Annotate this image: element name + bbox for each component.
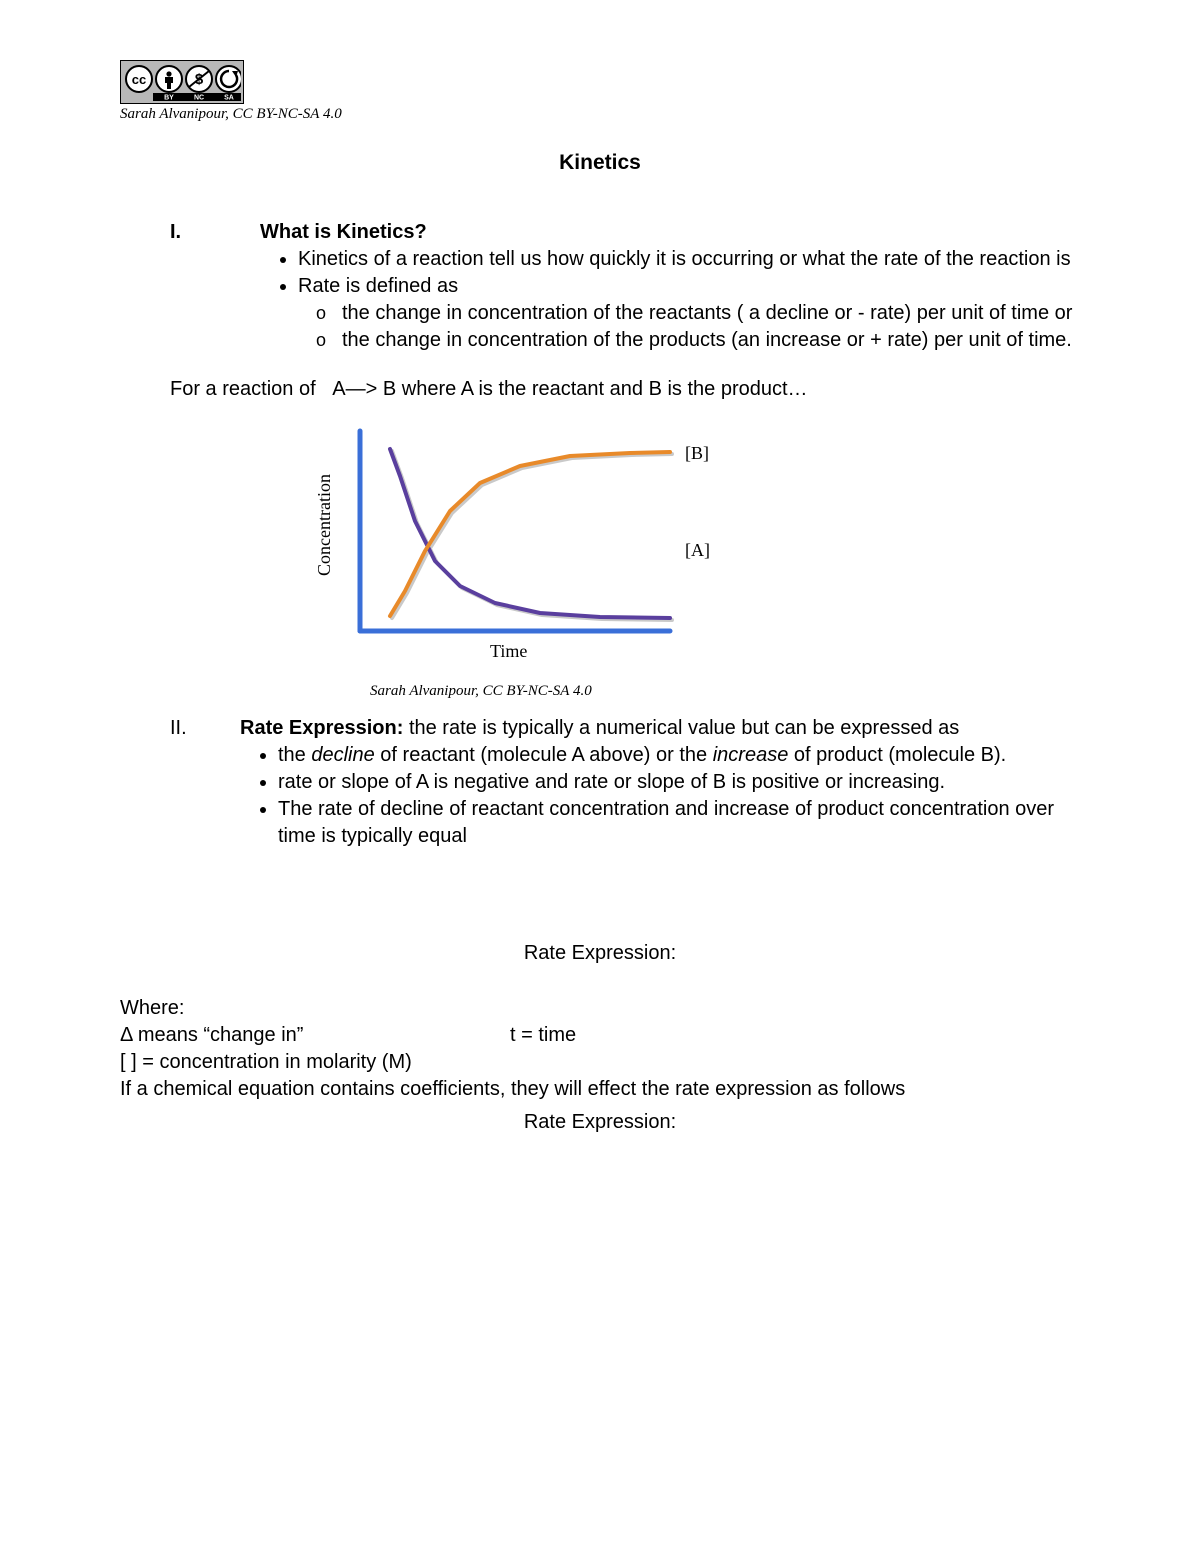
text-fragment: of product (molecule B). — [788, 744, 1006, 766]
section-2-bullets: the decline of reactant (molecule A abov… — [240, 742, 1080, 850]
rate-expression-label-2: Rate Expression: — [120, 1109, 1080, 1136]
section-1-bullets: Kinetics of a reaction tell us how quick… — [260, 246, 1080, 354]
section-2-numeral: II. — [170, 715, 240, 850]
section-1-numeral: I. — [170, 219, 260, 354]
text-fragment: of reactant (molecule A above) or the — [375, 744, 713, 766]
where-delta: Δ means “change in” — [120, 1022, 510, 1049]
section-2-heading-tail: the rate is typically a numerical value … — [403, 717, 959, 739]
outline-body: I. What is Kinetics? Kinetics of a react… — [120, 219, 1080, 1136]
bullet-item: the decline of reactant (molecule A abov… — [278, 742, 1080, 769]
bullet-item: The rate of decline of reactant concentr… — [278, 796, 1080, 850]
page-title: Kinetics — [120, 151, 1080, 175]
section-1-body: What is Kinetics? Kinetics of a reaction… — [260, 219, 1080, 354]
attribution-text: Sarah Alvanipour, CC BY-NC-SA 4.0 — [120, 106, 1080, 123]
cc-badge: cc $ BY NC SA — [120, 60, 244, 104]
svg-text:NC: NC — [194, 95, 204, 102]
section-1: I. What is Kinetics? Kinetics of a react… — [170, 219, 1080, 354]
where-t: t = time — [510, 1022, 576, 1049]
reaction-paragraph: For a reaction of A—> B where A is the r… — [170, 376, 1080, 403]
cc-icons: cc $ BY NC SA — [123, 63, 241, 101]
svg-text:Time: Time — [490, 641, 527, 661]
svg-text:[B]: [B] — [685, 443, 709, 463]
svg-text:Concentration: Concentration — [314, 474, 334, 576]
svg-text:BY: BY — [164, 95, 174, 102]
section-1-heading: What is Kinetics? — [260, 221, 427, 243]
bullet-item: rate or slope of A is negative and rate … — [278, 769, 1080, 796]
text-fragment: the — [278, 744, 311, 766]
section-2-body: Rate Expression: the rate is typically a… — [240, 715, 1080, 850]
concentration-chart: [B] [A] Concentration Time Sarah Alvanipour… — [300, 421, 1080, 701]
bullet-item: Kinetics of a reaction tell us how quick… — [298, 246, 1080, 273]
bullet-text: Rate is defined as — [298, 275, 458, 297]
emphasis: increase — [713, 744, 789, 766]
section-1-subbullets: the change in concentration of the react… — [298, 300, 1080, 354]
where-block: Where: Δ means “change in” t = time [ ] … — [120, 995, 1080, 1103]
where-coeff: If a chemical equation contains coeffici… — [120, 1076, 1080, 1103]
section-2-heading: Rate Expression: — [240, 717, 403, 739]
bullet-item: Rate is defined as the change in concent… — [298, 273, 1080, 354]
sub-item: the change in concentration of the produ… — [342, 327, 1080, 354]
where-brackets: [ ] = concentration in molarity (M) — [120, 1049, 1080, 1076]
where-heading: Where: — [120, 995, 1080, 1022]
emphasis: decline — [311, 744, 374, 766]
sub-item: the change in concentration of the react… — [342, 300, 1080, 327]
license-block: cc $ BY NC SA Sarah Alvanipour, CC — [120, 60, 1080, 123]
chart-caption: Sarah Alvanipour, CC BY-NC-SA 4.0 — [370, 681, 1080, 701]
document-page: cc $ BY NC SA Sarah Alvanipour, CC — [0, 0, 1200, 1553]
chart-svg: [B] [A] Concentration Time — [300, 421, 720, 671]
svg-text:cc: cc — [132, 72, 146, 87]
svg-text:SA: SA — [224, 95, 234, 102]
where-row: Δ means “change in” t = time — [120, 1022, 1080, 1049]
svg-text:[A]: [A] — [685, 540, 710, 560]
rate-expression-label-1: Rate Expression: — [120, 940, 1080, 967]
section-2: II. Rate Expression: the rate is typical… — [170, 715, 1080, 850]
